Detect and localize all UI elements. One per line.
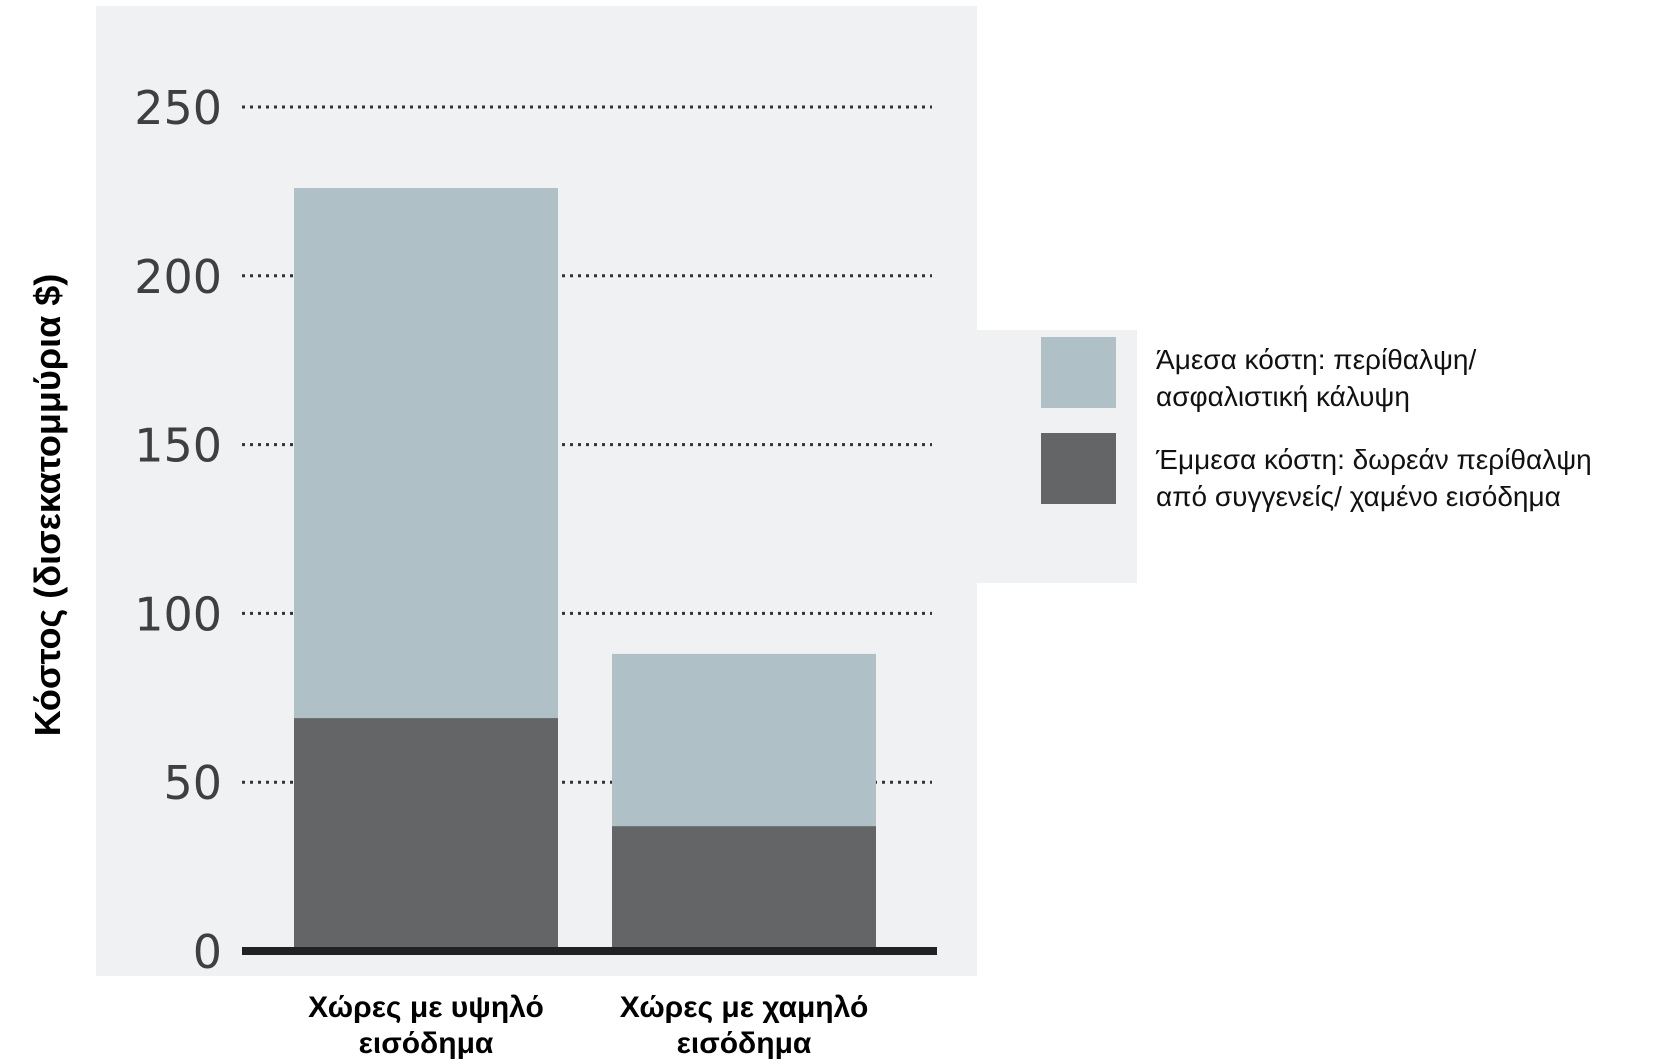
x-category-label: εισόδημα — [359, 1027, 494, 1060]
y-tick-label-250: 250 — [134, 81, 222, 135]
legend-swatch-1 — [1041, 433, 1116, 504]
x-category-label: Χώρες με υψηλό — [308, 991, 544, 1024]
y-axis-label: Κόστος (δισεκατομμύρια $) — [27, 274, 68, 737]
x-category-label: Χώρες με χαμηλό — [620, 991, 869, 1024]
x-category-label: εισόδημα — [677, 1027, 812, 1060]
y-axis-ticks: 0 50 100 150 200 250 — [134, 81, 222, 979]
legend-label: από συγγενείς/ χαμένο εισόδημα — [1156, 481, 1561, 512]
bar-cat0-series0 — [294, 718, 558, 951]
y-tick-label-200: 200 — [134, 250, 222, 304]
legend: Άμεσα κόστη: περίθαλψη/ασφαλιστική κάλυψ… — [1041, 337, 1592, 512]
bar-cat0-series1 — [294, 188, 558, 719]
legend-label: Άμεσα κόστη: περίθαλψη/ — [1156, 344, 1476, 375]
bar-cat1-series0 — [612, 826, 876, 951]
y-tick-label-50: 50 — [163, 756, 222, 810]
bars — [294, 188, 876, 951]
legend-swatch-0 — [1041, 337, 1116, 408]
y-tick-label-0: 0 — [193, 925, 222, 979]
bar-cat1-series1 — [612, 653, 876, 827]
legend-label: ασφαλιστική κάλυψη — [1156, 381, 1410, 412]
legend-label: Έμμεσα κόστη: δωρεάν περίθαλψη — [1155, 444, 1592, 475]
y-tick-label-100: 100 — [134, 587, 222, 641]
y-tick-label-150: 150 — [134, 419, 222, 473]
